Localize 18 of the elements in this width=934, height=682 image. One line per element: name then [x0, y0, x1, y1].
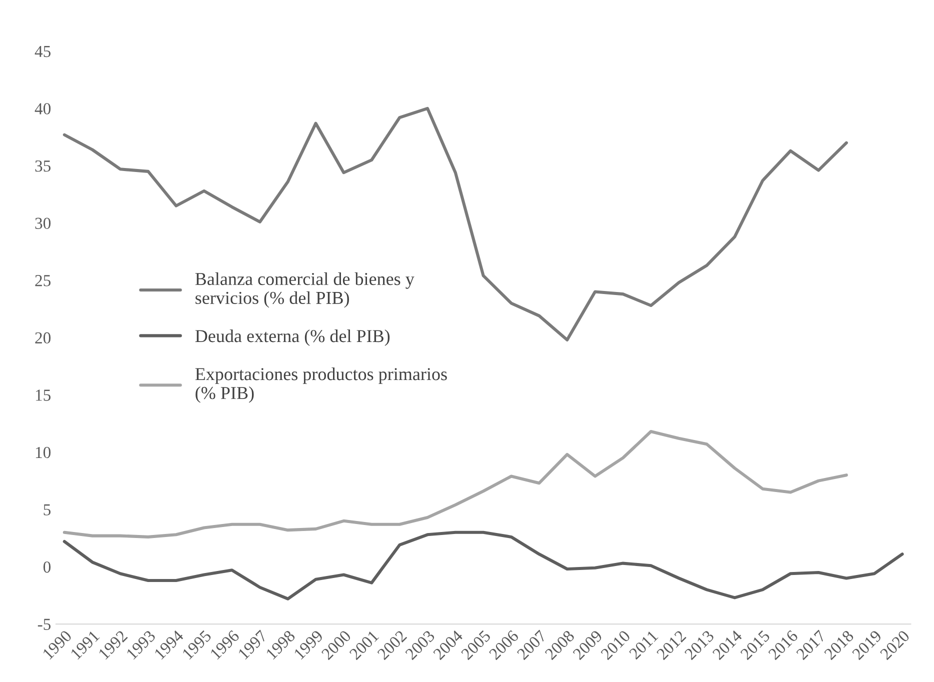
legend-label: Deuda externa (% del PIB) [195, 329, 390, 346]
y-tick-label: 10 [36, 446, 51, 458]
legend-label: Balanza comercial de bienes y servicios (% del PIB) [195, 272, 414, 308]
y-tick-label: 15 [36, 390, 51, 401]
y-tick-label: 25 [35, 275, 51, 286]
legend-label: Exportaciones productos primarios (% PIB) [195, 368, 447, 403]
y-tick-label: 40 [34, 103, 51, 114]
y-tick-label: -5 [38, 618, 51, 630]
line-series [62, 530, 904, 600]
y-tick-label: 35 [35, 160, 51, 172]
y-tick-label: 20 [35, 332, 51, 344]
y-tick-label: 5 [44, 504, 51, 516]
y-tick-label: 45 [34, 46, 51, 58]
y-tick-label: 0 [43, 561, 51, 573]
line-series [62, 430, 848, 538]
y-tick-label: 30 [35, 218, 51, 229]
x-tick-label: 2011 [628, 630, 658, 660]
x-tick-label: 1991 [70, 630, 100, 660]
